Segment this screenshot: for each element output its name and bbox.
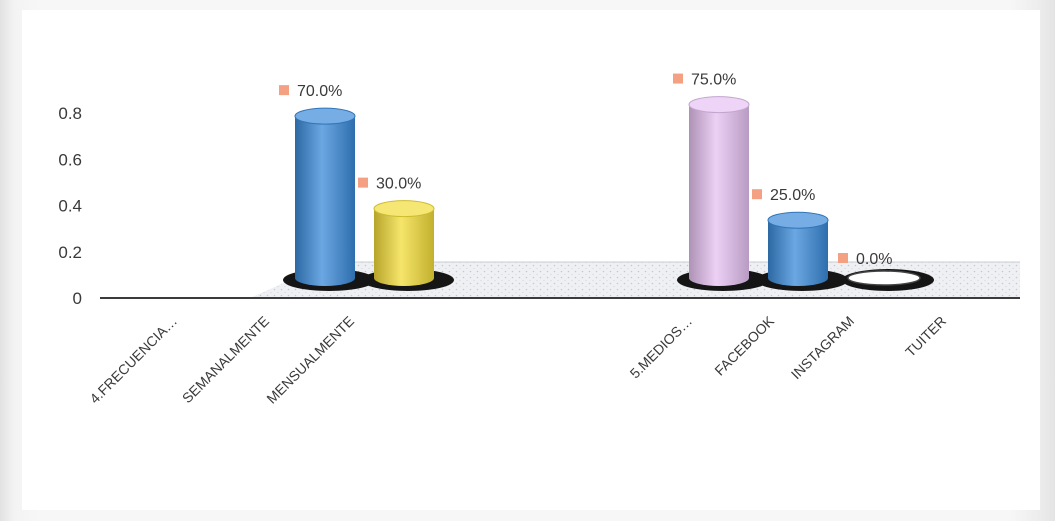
- data-label-marker: [752, 189, 762, 200]
- data-label: 25.0%: [770, 187, 815, 204]
- chart-bars: [283, 96, 934, 291]
- data-label-marker: [279, 85, 289, 96]
- data-label-marker: [358, 177, 368, 188]
- bar: [374, 208, 434, 286]
- bar: [768, 220, 828, 286]
- y-tick-label: 0.6: [58, 150, 82, 169]
- category-label: INSTAGRAM: [788, 313, 857, 382]
- bar-top: [294, 107, 356, 125]
- category-label: MENSUALMENTE: [263, 313, 357, 407]
- bar-zero: [847, 270, 921, 286]
- y-tick-label: 0.2: [58, 243, 82, 262]
- category-label: 5.MEDIOS…: [627, 313, 696, 382]
- chart-axes: 0 0.2 0.4 0.6 0.8: [58, 104, 1020, 308]
- chart-panel: [22, 10, 1040, 510]
- bar-top: [373, 200, 435, 218]
- bar: [689, 104, 749, 286]
- data-label-marker: [838, 253, 848, 263]
- data-label: 30.0%: [376, 176, 421, 193]
- data-label: 70.0%: [297, 83, 342, 100]
- category-label: TUITER: [902, 313, 949, 360]
- bar-top: [688, 96, 750, 114]
- data-label: 0.0%: [856, 251, 892, 268]
- data-label-marker: [673, 73, 683, 84]
- y-tick-label: 0: [73, 289, 82, 308]
- category-label: FACEBOOK: [711, 312, 777, 378]
- y-tick-label: 0.8: [58, 104, 82, 123]
- category-label: 4.FRECUENCIA…: [86, 313, 180, 407]
- category-label: SEMANALMENTE: [179, 313, 272, 406]
- bar: [295, 116, 355, 286]
- bar-top: [767, 211, 829, 229]
- y-tick-label: 0.4: [58, 197, 82, 216]
- data-label: 75.0%: [691, 72, 736, 89]
